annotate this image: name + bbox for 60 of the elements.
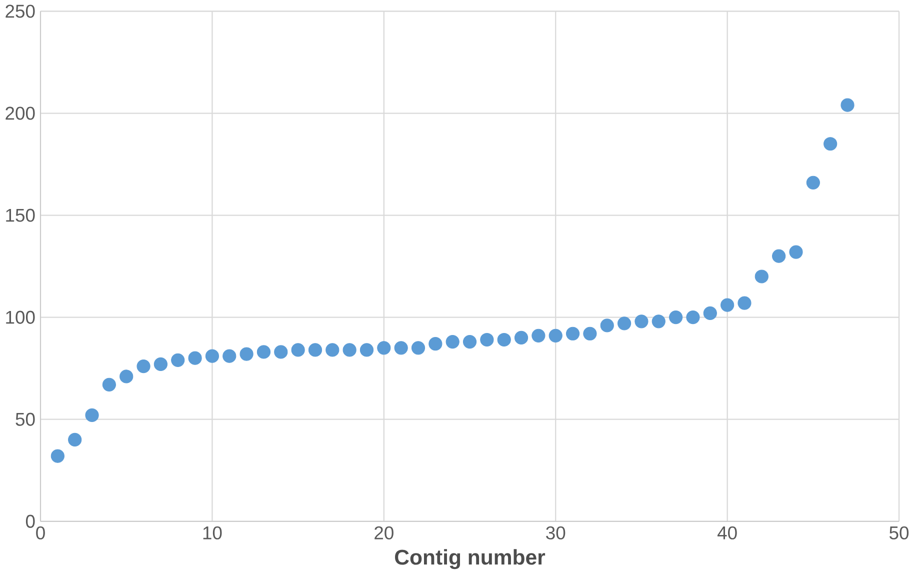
- point: [532, 328, 546, 343]
- point: [256, 345, 271, 359]
- point: [120, 370, 134, 384]
- point: [428, 337, 442, 351]
- point: [634, 314, 648, 328]
- point: [240, 347, 254, 361]
- point: [102, 378, 116, 392]
- point: [326, 343, 340, 357]
- point: [50, 449, 64, 463]
- y-tick-label: 150: [6, 208, 35, 222]
- point: [617, 316, 632, 330]
- point: [738, 296, 752, 310]
- point: [394, 341, 408, 355]
- x-tick-label: 20: [374, 526, 394, 540]
- point: [136, 360, 150, 374]
- x-tick-label: 30: [546, 526, 566, 540]
- x-tick-label: 0: [36, 526, 45, 540]
- point: [205, 349, 220, 363]
- y-tick-label: 50: [16, 412, 35, 426]
- point: [566, 326, 580, 341]
- point: [652, 314, 666, 328]
- point: [188, 351, 202, 366]
- point: [824, 137, 838, 151]
- point: [720, 298, 734, 312]
- point: [514, 331, 528, 345]
- point: [548, 328, 562, 343]
- y-tick-label: 100: [6, 310, 35, 324]
- point: [772, 249, 786, 264]
- y-tick-label: 0: [26, 514, 35, 528]
- point: [583, 326, 597, 341]
- point: [806, 176, 820, 190]
- x-tick-label: 50: [890, 526, 909, 540]
- point: [274, 345, 288, 359]
- x-axis-title: Contig number: [395, 549, 546, 570]
- point: [789, 245, 803, 259]
- point: [754, 270, 768, 284]
- point: [85, 408, 99, 422]
- point: [171, 353, 185, 368]
- point: [68, 433, 82, 447]
- x-tick-label: 40: [717, 526, 737, 540]
- x-tick-label: 10: [203, 526, 222, 540]
- point: [840, 98, 854, 112]
- y-tick-label: 250: [6, 4, 35, 18]
- point: [497, 333, 511, 347]
- point: [600, 318, 614, 332]
- point: [377, 341, 391, 355]
- point: [222, 349, 236, 363]
- point: [154, 358, 168, 372]
- point: [291, 343, 305, 357]
- point: [308, 343, 322, 357]
- point: [686, 310, 700, 324]
- point: [446, 335, 460, 349]
- point: [703, 306, 717, 320]
- point: [480, 333, 494, 347]
- point: [462, 335, 477, 349]
- point: [360, 343, 374, 357]
- y-tick-label: 200: [6, 106, 35, 120]
- point: [342, 343, 356, 357]
- point: [669, 310, 683, 324]
- point: [411, 341, 426, 355]
